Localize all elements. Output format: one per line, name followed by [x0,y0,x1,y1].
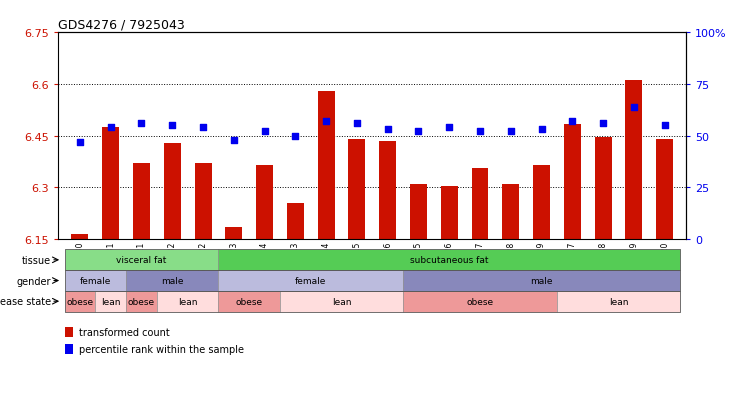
Point [628,104,639,111]
Bar [502,185,519,240]
Bar [318,92,334,240]
Bar [133,164,150,240]
Bar [256,166,273,240]
Point [74,139,86,146]
Bar [533,166,550,240]
Text: obese: obese [66,297,93,306]
Bar [195,164,212,240]
Point [105,125,117,131]
Bar [287,204,304,240]
Point [290,133,301,140]
Bar [472,169,488,240]
Text: subcutaneous fat: subcutaneous fat [410,256,488,265]
Point [166,123,178,129]
Point [658,123,670,129]
Bar [626,81,642,240]
Point [228,137,239,144]
Point [597,121,609,127]
Text: lean: lean [101,297,120,306]
Point [536,127,548,133]
Text: tissue: tissue [22,255,51,265]
Bar [102,128,119,240]
Bar [410,185,427,240]
Bar [441,186,458,240]
Point [136,121,147,127]
Bar [595,138,612,240]
Bar [348,140,366,240]
Bar [72,235,88,240]
Bar [656,140,673,240]
Text: obese: obese [236,297,263,306]
Text: percentile rank within the sample: percentile rank within the sample [79,344,244,354]
Point [443,125,455,131]
Bar [379,142,396,240]
Text: lean: lean [609,297,629,306]
Text: female: female [80,276,111,285]
Point [351,121,363,127]
Text: gender: gender [17,276,51,286]
Point [382,127,393,133]
Text: female: female [295,276,326,285]
Point [412,129,424,135]
Point [197,125,209,131]
Point [320,119,332,125]
Point [474,129,486,135]
Text: obese: obese [466,297,493,306]
Text: obese: obese [128,297,155,306]
Text: transformed count: transformed count [79,328,170,337]
Bar [164,143,181,240]
Point [566,119,578,125]
Text: lean: lean [178,297,197,306]
Point [505,129,517,135]
Text: GDS4276 / 7925043: GDS4276 / 7925043 [58,19,185,32]
Bar [564,124,581,240]
Point [258,129,270,135]
Bar [226,228,242,240]
Text: male: male [530,276,553,285]
Text: disease state: disease state [0,297,51,306]
Text: visceral fat: visceral fat [116,256,166,265]
Text: lean: lean [331,297,351,306]
Text: male: male [161,276,183,285]
